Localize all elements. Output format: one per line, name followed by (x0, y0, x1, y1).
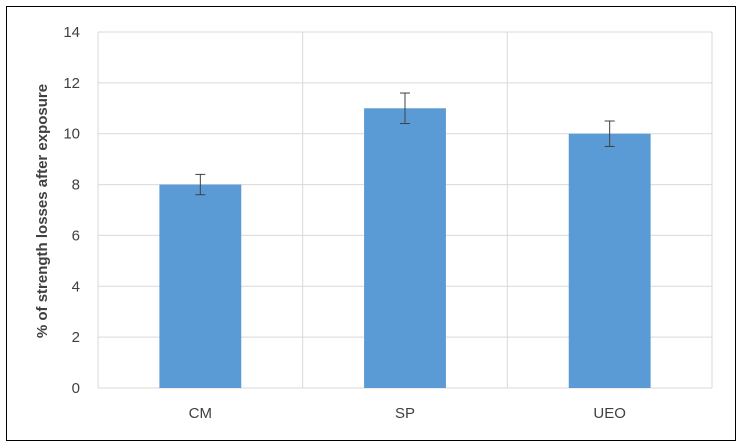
x-axis: CM SP UEO (189, 405, 626, 422)
x-tick-label: CM (189, 405, 212, 422)
y-tick-label: 6 (72, 227, 80, 244)
y-axis-title: % of strength losses after exposure (34, 84, 51, 338)
bars (159, 108, 651, 389)
y-tick-label: 8 (72, 177, 80, 194)
error-bar-ueo (604, 120, 615, 147)
x-tick-label: SP (395, 405, 415, 422)
error-bars (195, 92, 615, 196)
error-bar-sp (400, 92, 410, 125)
x-tick-label: UEO (593, 405, 626, 422)
y-axis: 0 2 4 6 8 10 12 14 (63, 24, 80, 397)
y-tick-label: 10 (63, 126, 80, 143)
bar-cm (159, 184, 242, 388)
y-tick-label: 0 (72, 380, 80, 397)
y-tick-label: 2 (72, 329, 80, 346)
bar-ueo (568, 133, 651, 388)
y-tick-label: 12 (63, 75, 80, 92)
error-bar-cm (195, 173, 206, 196)
y-tick-label: 14 (63, 24, 80, 41)
y-tick-label: 4 (72, 278, 80, 295)
bar-sp (364, 108, 446, 389)
